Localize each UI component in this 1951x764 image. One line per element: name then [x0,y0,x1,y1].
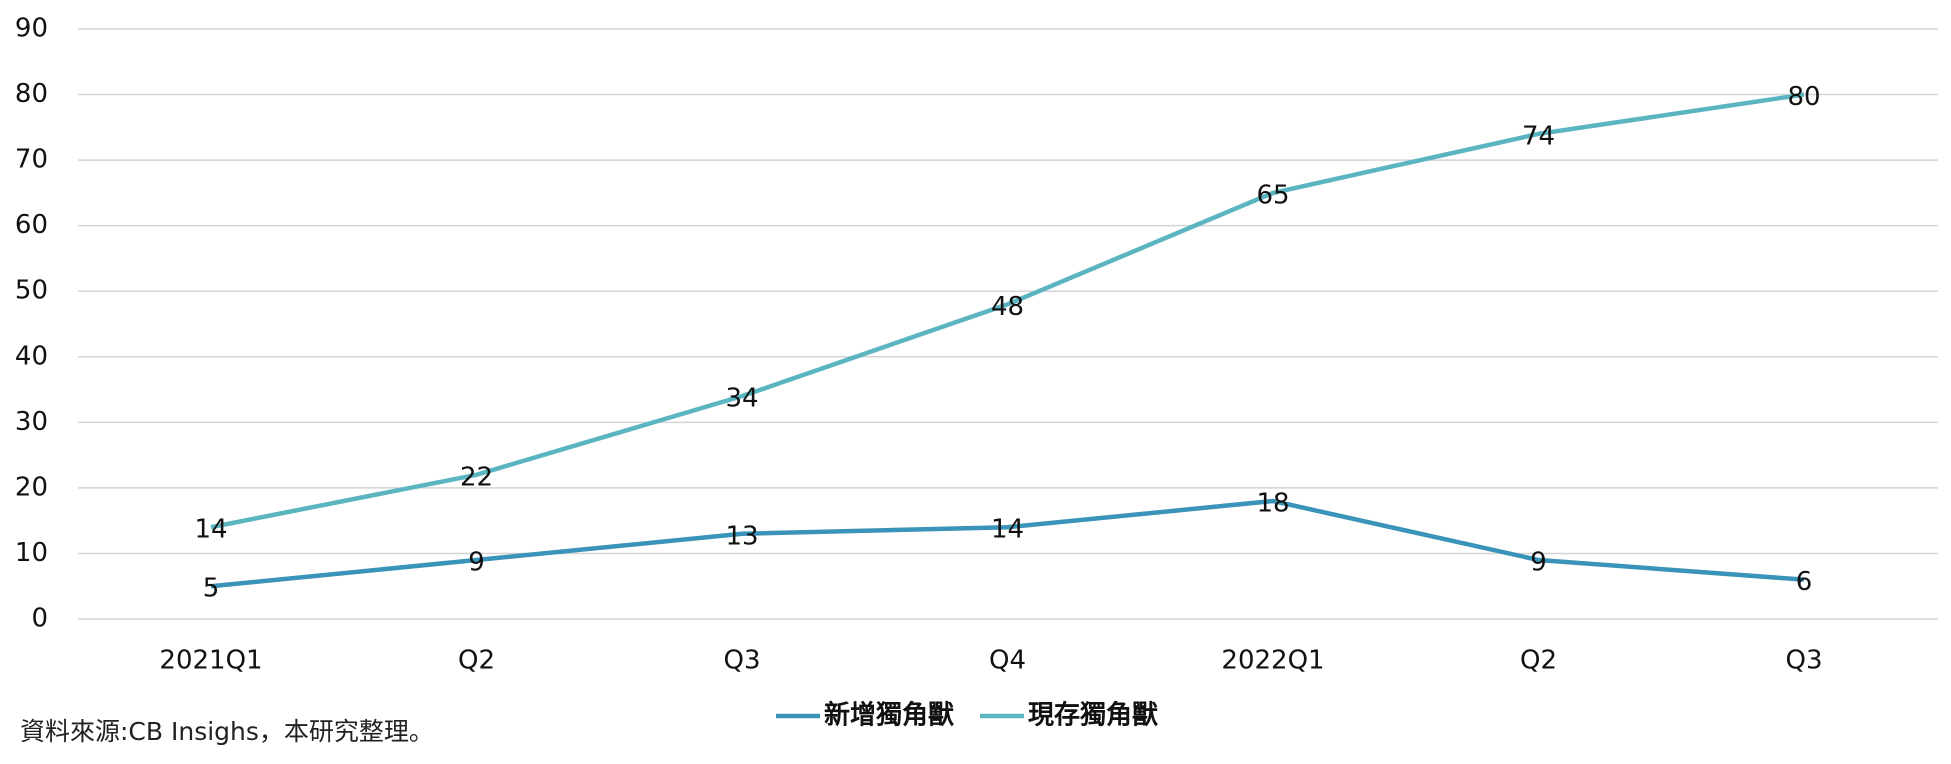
y-tick-label: 0 [31,604,48,634]
data-label: 80 [1787,82,1820,112]
data-label: 18 [1256,489,1289,519]
x-tick-label: Q3 [723,646,760,676]
data-label: 48 [991,292,1024,322]
x-tick-label: Q3 [1785,646,1822,676]
source-note: 資料來源:CB Insighs，本研究整理。 [20,717,434,746]
y-tick-label: 20 [15,472,48,502]
y-tick-label: 70 [15,145,48,175]
data-label: 34 [725,384,758,414]
series-line [210,92,1805,530]
data-label: 5 [203,574,220,604]
series-line [210,498,1805,589]
data-label: 13 [725,521,758,551]
y-tick-label: 30 [15,407,48,437]
data-label: 22 [460,462,493,492]
data-label: 6 [1796,567,1813,597]
data-label: 74 [1522,121,1555,151]
x-tick-label: Q2 [458,646,495,676]
x-tick-label: Q4 [989,646,1026,676]
data-label: 14 [194,515,227,545]
legend-label: 新增獨角獸 [824,700,954,731]
data-label: 9 [468,548,485,578]
data-label: 9 [1530,548,1547,578]
x-tick-label: 2021Q1 [159,646,262,676]
y-tick-label: 90 [15,14,48,44]
x-tick-label: Q2 [1520,646,1557,676]
y-tick-label: 40 [15,341,48,371]
y-tick-label: 80 [15,79,48,109]
x-tick-label: 2022Q1 [1221,646,1324,676]
legend-label: 現存獨角獸 [1028,700,1158,731]
data-label: 14 [991,515,1024,545]
y-tick-label: 10 [15,538,48,568]
y-tick-label: 60 [15,210,48,240]
y-tick-label: 50 [15,276,48,306]
data-label: 65 [1256,180,1289,210]
